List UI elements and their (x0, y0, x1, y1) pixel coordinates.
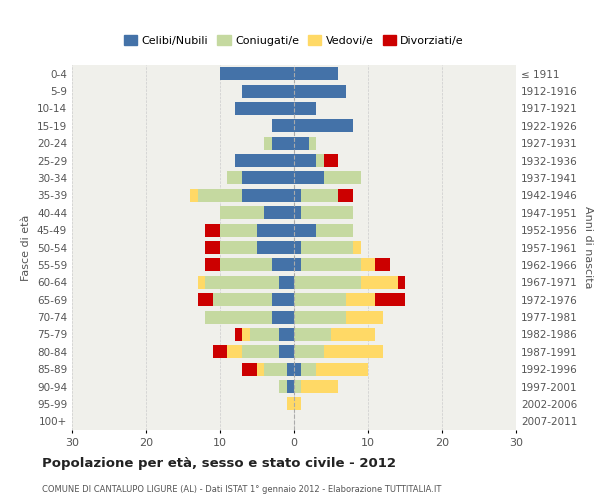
Bar (338, 189, 353, 202)
Bar (272, 136, 294, 149)
Bar (301, 241, 353, 254)
Bar (220, 67, 294, 80)
Bar (301, 189, 338, 202)
Bar (257, 362, 265, 376)
Bar (279, 276, 294, 289)
Bar (398, 276, 405, 289)
Bar (294, 328, 331, 341)
Bar (294, 67, 338, 80)
Bar (316, 154, 323, 167)
Bar (294, 102, 316, 115)
Bar (294, 206, 301, 220)
Bar (272, 293, 294, 306)
Bar (272, 120, 294, 132)
Bar (346, 293, 376, 306)
Bar (294, 224, 316, 236)
Bar (272, 310, 294, 324)
Bar (346, 310, 383, 324)
Bar (212, 293, 272, 306)
Bar (212, 346, 227, 358)
Bar (242, 346, 279, 358)
Bar (242, 362, 257, 376)
Bar (316, 224, 353, 236)
Bar (198, 276, 205, 289)
Bar (242, 328, 250, 341)
Bar (294, 398, 301, 410)
Bar (220, 258, 272, 272)
Bar (287, 398, 294, 410)
Bar (257, 224, 294, 236)
Bar (287, 380, 294, 393)
Bar (205, 241, 220, 254)
Bar (294, 241, 301, 254)
Bar (294, 136, 309, 149)
Bar (227, 346, 242, 358)
Bar (227, 172, 242, 184)
Bar (301, 380, 338, 393)
Bar (353, 241, 361, 254)
Bar (242, 84, 294, 98)
Bar (279, 380, 287, 393)
Bar (361, 258, 376, 272)
Bar (279, 346, 294, 358)
Legend: Celibi/Nubili, Coniugati/e, Vedovi/e, Divorziati/e: Celibi/Nubili, Coniugati/e, Vedovi/e, Di… (119, 30, 469, 50)
Bar (235, 154, 294, 167)
Bar (265, 206, 294, 220)
Bar (220, 224, 257, 236)
Bar (294, 346, 323, 358)
Bar (279, 328, 294, 341)
Bar (205, 310, 272, 324)
Bar (294, 380, 301, 393)
Bar (198, 189, 242, 202)
Bar (242, 189, 294, 202)
Bar (205, 276, 279, 289)
Bar (323, 346, 383, 358)
Y-axis label: Fasce di età: Fasce di età (22, 214, 31, 280)
Bar (301, 258, 361, 272)
Bar (294, 276, 361, 289)
Bar (287, 362, 294, 376)
Bar (301, 206, 353, 220)
Bar (376, 258, 390, 272)
Bar (198, 293, 212, 306)
Bar (272, 258, 294, 272)
Bar (205, 224, 220, 236)
Bar (265, 362, 287, 376)
Bar (220, 206, 265, 220)
Bar (294, 120, 353, 132)
Bar (316, 362, 368, 376)
Bar (323, 154, 338, 167)
Bar (235, 328, 242, 341)
Bar (323, 172, 361, 184)
Bar (235, 102, 294, 115)
Bar (242, 172, 294, 184)
Bar (301, 362, 316, 376)
Bar (190, 189, 198, 202)
Text: Popolazione per età, sesso e stato civile - 2012: Popolazione per età, sesso e stato civil… (42, 458, 396, 470)
Bar (257, 241, 294, 254)
Bar (294, 362, 301, 376)
Bar (294, 258, 301, 272)
Bar (294, 84, 346, 98)
Bar (331, 328, 376, 341)
Bar (220, 241, 257, 254)
Bar (309, 136, 316, 149)
Bar (294, 154, 316, 167)
Bar (205, 258, 220, 272)
Bar (294, 189, 301, 202)
Bar (294, 293, 346, 306)
Bar (361, 276, 398, 289)
Bar (294, 310, 346, 324)
Bar (294, 172, 323, 184)
Bar (376, 293, 405, 306)
Bar (265, 136, 272, 149)
Y-axis label: Anni di nascita: Anni di nascita (583, 206, 593, 289)
Bar (250, 328, 279, 341)
Text: COMUNE DI CANTALUPO LIGURE (AL) - Dati ISTAT 1° gennaio 2012 - Elaborazione TUTT: COMUNE DI CANTALUPO LIGURE (AL) - Dati I… (42, 485, 442, 494)
